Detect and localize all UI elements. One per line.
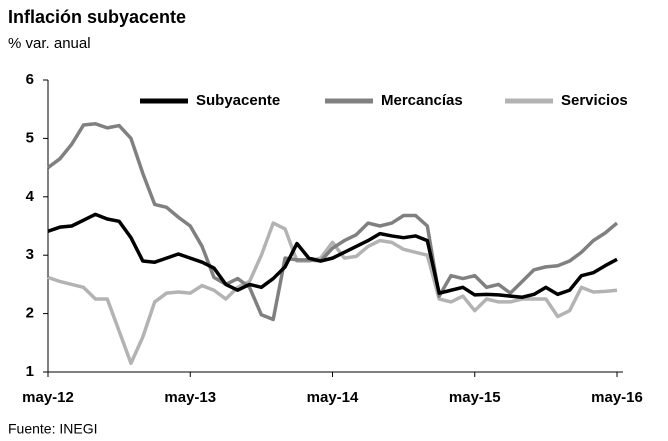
legend-label: Servicios xyxy=(561,92,628,109)
x-tick-label: may-15 xyxy=(449,389,501,406)
y-tick-label: 5 xyxy=(26,129,34,146)
chart-title: Inflación subyacente xyxy=(8,7,186,27)
y-tick-label: 2 xyxy=(26,305,34,322)
x-tick-label: may-13 xyxy=(164,389,216,406)
y-tick-label: 6 xyxy=(26,71,34,88)
source: Fuente: INEGI xyxy=(8,421,97,437)
chart-subtitle: % var. anual xyxy=(8,35,91,52)
series-line xyxy=(47,212,618,299)
y-tick-label: 3 xyxy=(26,246,34,263)
y-tick-label: 1 xyxy=(26,363,34,380)
series-line xyxy=(46,122,619,322)
x-tick-label: may-16 xyxy=(591,389,643,406)
series-line xyxy=(47,221,618,365)
legend-label: Mercancías xyxy=(381,92,463,109)
x-tick-label: may-12 xyxy=(22,389,74,406)
legend-label: Subyacente xyxy=(196,92,280,109)
x-tick-label: may-14 xyxy=(307,389,359,406)
y-tick-label: 4 xyxy=(26,188,35,205)
